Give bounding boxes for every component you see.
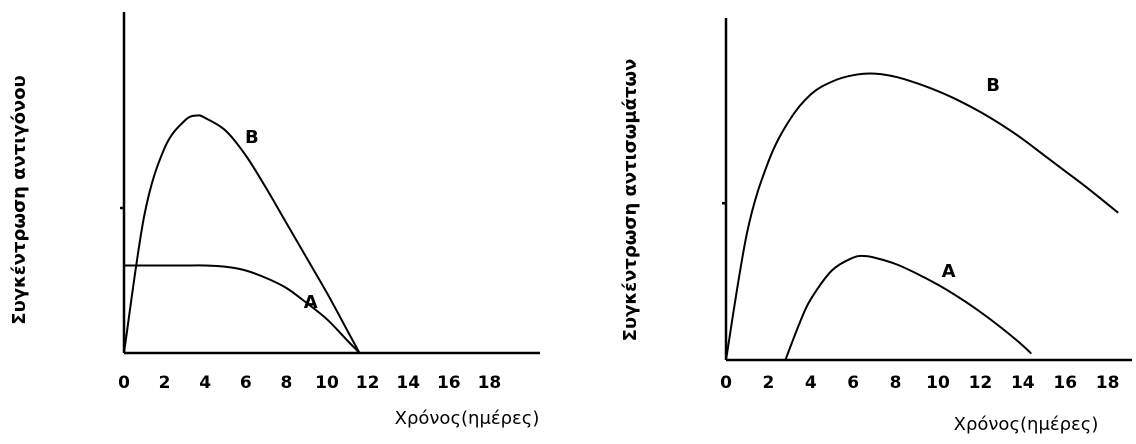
chart1-x-tick-label: 4: [199, 373, 211, 393]
chart2-series-B-label: B: [986, 75, 1000, 96]
chart2-x-tick-label: 4: [805, 373, 817, 393]
chart2-x-tick-label: 12: [969, 373, 993, 393]
chart2-series-B-line: [725, 72, 1119, 361]
chart1-y-axis-label: Συγκέντρωση αντιγόνου: [9, 75, 30, 324]
chart2-x-tick-label: 0: [720, 373, 732, 393]
chart2-series-A-line: [784, 254, 1032, 361]
chart2-y-axis-label: Συγκέντρωση αντισωμάτων: [620, 59, 641, 342]
chart2-x-tick-label: 16: [1053, 373, 1077, 393]
chart1-x-tick-label: 12: [356, 373, 380, 393]
chart2-x-tick-label: 18: [1096, 373, 1120, 393]
chart2-series-A-label: A: [942, 261, 956, 282]
chart1-x-tick-label: 6: [240, 373, 252, 393]
chart2-x-tick-label: 10: [926, 373, 950, 393]
chart1-series-A-label: A: [304, 292, 318, 313]
chart1-series-B-label: B: [245, 127, 259, 148]
chart2-x-axis-label: Χρόνος(ημέρες): [954, 414, 1099, 435]
chart1-x-axis-label: Χρόνος(ημέρες): [395, 408, 540, 429]
chart1-x-tick-label: 14: [396, 373, 420, 393]
chart2-x-tick-label: 6: [847, 373, 859, 393]
chart1-series-B-line: [123, 114, 361, 354]
chart2-x-tick-label: 14: [1011, 373, 1035, 393]
chart1-x-tick-label: 18: [478, 373, 502, 393]
chart1-x-tick-label: 0: [118, 373, 130, 393]
chart2-x-tick-label: 2: [762, 373, 774, 393]
chart1-series-A-line: [124, 264, 361, 354]
chart1-x-tick-label: 10: [315, 373, 339, 393]
chart1-x-tick-label: 16: [437, 373, 461, 393]
chart2-x-tick-label: 8: [890, 373, 902, 393]
chart1-x-tick-label: 8: [280, 373, 292, 393]
chart1-x-tick-label: 2: [159, 373, 171, 393]
